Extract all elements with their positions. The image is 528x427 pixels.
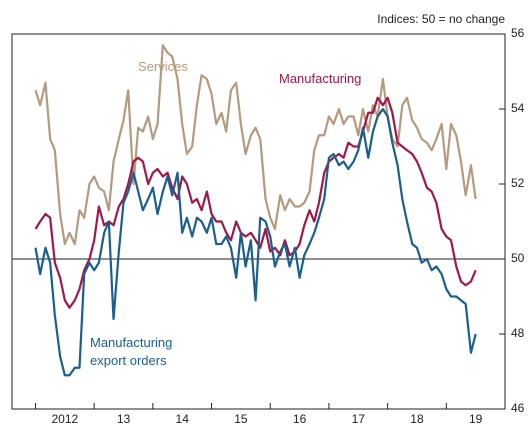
y-tick-label: 54 (511, 101, 525, 115)
x-tick-label: 16 (293, 412, 307, 426)
x-tick-label: 19 (469, 412, 483, 426)
x-tick-label: 13 (117, 412, 131, 426)
x-tick-label: 18 (410, 412, 424, 426)
x-tick-label: 14 (176, 412, 190, 426)
annotation: Indices: 50 = no change (377, 12, 505, 26)
x-tick-label: 17 (352, 412, 366, 426)
y-tick-label: 46 (511, 401, 525, 415)
legend-label: Manufacturing export orders (90, 335, 173, 368)
y-tick-label: 52 (511, 176, 525, 190)
x-tick-label: 15 (234, 412, 248, 426)
legend-label: Services (138, 59, 188, 74)
x-tick-label: 2012 (51, 412, 78, 426)
legend-label: Manufacturing (279, 71, 362, 86)
plot-frame (11, 33, 506, 410)
y-tick-label: 48 (511, 326, 525, 340)
series-line (34, 44, 477, 246)
y-tick-label: 56 (511, 26, 525, 40)
series-line (34, 107, 477, 377)
y-tick-label: 50 (511, 251, 525, 265)
